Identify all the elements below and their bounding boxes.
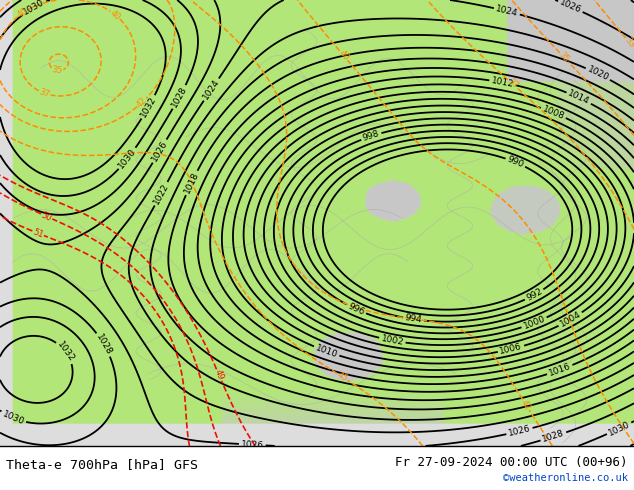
Text: 1024: 1024 [495, 4, 519, 18]
Text: 1008: 1008 [541, 104, 566, 121]
Text: 37: 37 [38, 87, 51, 99]
Text: 40: 40 [337, 49, 351, 62]
Text: 1028: 1028 [170, 85, 189, 109]
Text: 50: 50 [40, 210, 53, 222]
Text: 1030: 1030 [607, 419, 631, 438]
Text: 1000: 1000 [522, 315, 547, 331]
Text: 40: 40 [108, 8, 122, 22]
Text: 1020: 1020 [586, 65, 610, 83]
Text: 1030: 1030 [22, 0, 46, 17]
Text: Theta-e 700hPa [hPa] GFS: Theta-e 700hPa [hPa] GFS [6, 458, 198, 471]
Text: 1028: 1028 [94, 332, 113, 357]
Text: 1026: 1026 [241, 440, 264, 450]
Text: 1026: 1026 [558, 0, 583, 15]
Text: 1024: 1024 [201, 77, 221, 101]
Text: 994: 994 [404, 314, 423, 325]
Text: 1012: 1012 [491, 76, 515, 89]
Text: 45: 45 [335, 370, 349, 384]
Text: 42: 42 [519, 398, 533, 412]
Text: 1026: 1026 [507, 424, 532, 438]
Text: 40: 40 [16, 6, 30, 20]
Text: 1006: 1006 [499, 342, 523, 356]
Text: 35: 35 [51, 65, 63, 75]
Text: 992: 992 [525, 287, 544, 303]
Text: 42: 42 [135, 96, 149, 109]
Text: 990: 990 [506, 155, 525, 170]
Text: 1004: 1004 [558, 310, 583, 329]
Text: ©weatheronline.co.uk: ©weatheronline.co.uk [503, 473, 628, 483]
Text: 49: 49 [213, 368, 225, 382]
Text: 1002: 1002 [380, 334, 404, 347]
Text: 1032: 1032 [139, 95, 158, 119]
Text: 996: 996 [347, 301, 366, 317]
Text: 1018: 1018 [183, 171, 200, 195]
Text: 35: 35 [557, 50, 571, 64]
Text: Fr 27-09-2024 00:00 UTC (00+96): Fr 27-09-2024 00:00 UTC (00+96) [395, 456, 628, 468]
Text: 1028: 1028 [541, 429, 566, 444]
Text: 998: 998 [361, 129, 381, 143]
Text: 1030: 1030 [1, 409, 25, 427]
Text: 1022: 1022 [152, 182, 171, 206]
Text: 1010: 1010 [314, 343, 339, 360]
Text: 1032: 1032 [55, 340, 76, 364]
Text: 1026: 1026 [150, 139, 169, 163]
Text: 37: 37 [505, 77, 519, 91]
Text: 51: 51 [32, 227, 45, 240]
Text: 1014: 1014 [567, 89, 591, 107]
Text: 33: 33 [623, 36, 634, 50]
Text: 1016: 1016 [547, 362, 572, 378]
Text: 1030: 1030 [117, 147, 138, 171]
